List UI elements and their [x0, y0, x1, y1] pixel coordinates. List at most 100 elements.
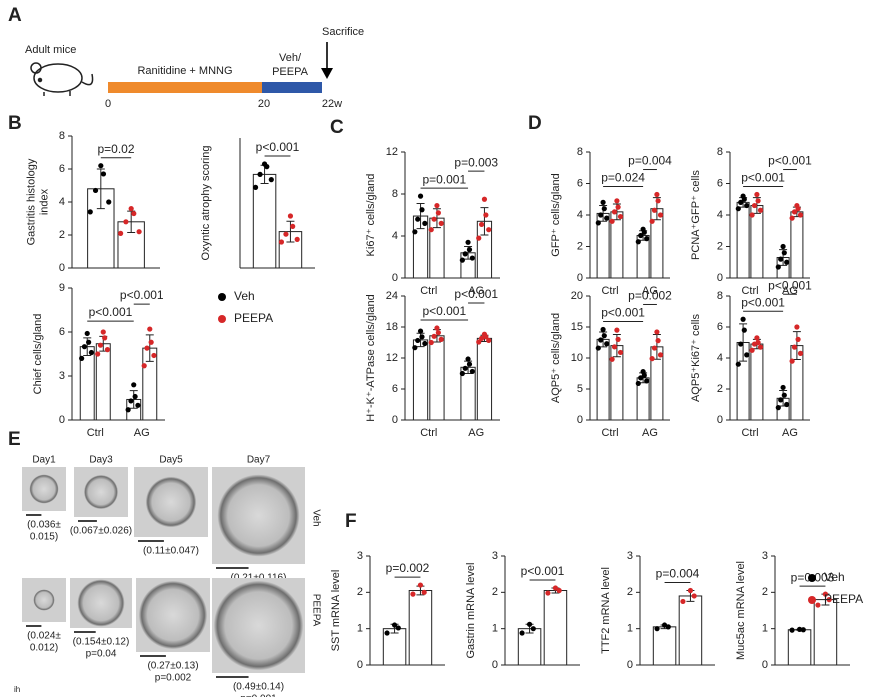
- data-point: [617, 349, 624, 356]
- bar: [787, 629, 812, 666]
- data-point: [638, 375, 644, 381]
- error-bar: [480, 207, 489, 236]
- y-axis-label: H⁺-K⁺-ATPase cells/gland: [365, 294, 377, 422]
- data-point: [278, 239, 285, 245]
- y-tick-label: 3: [357, 550, 363, 562]
- x-tick-label: AG: [468, 285, 484, 297]
- data-point: [486, 337, 492, 344]
- caption: (0.036±: [27, 520, 61, 531]
- data-point: [100, 329, 106, 335]
- data-point: [519, 630, 525, 636]
- y-tick-label: 2: [627, 586, 633, 598]
- data-point: [465, 239, 471, 245]
- p-value: p=0.024: [601, 171, 645, 185]
- y-axis-label: index: [38, 188, 50, 215]
- data-point: [655, 198, 661, 204]
- data-point: [438, 336, 444, 342]
- data-point: [465, 356, 471, 362]
- y-tick-label: 0: [762, 659, 768, 671]
- error-bar: [145, 334, 154, 362]
- panel-label: D: [528, 113, 542, 134]
- phase2-label: Veh/: [279, 52, 302, 64]
- y-tick-label: 4: [577, 209, 583, 221]
- y-tick-label: 9: [59, 282, 65, 294]
- data-point: [789, 215, 795, 221]
- data-point: [651, 345, 658, 351]
- bar: [750, 343, 764, 421]
- data-point: [466, 247, 473, 253]
- y-tick-label: 2: [717, 240, 723, 252]
- data-point: [655, 338, 661, 344]
- bar: [412, 339, 429, 421]
- data-point: [749, 212, 755, 218]
- y-tick-label: 12: [386, 352, 398, 364]
- data-point: [735, 361, 741, 367]
- caption: (0.024±: [27, 631, 61, 642]
- data-point: [264, 164, 270, 170]
- data-point: [744, 352, 750, 358]
- data-point: [422, 340, 428, 347]
- p-value: p=0.003: [454, 155, 498, 169]
- x-tick-label: Ctrl: [420, 427, 437, 439]
- day-label: Day3: [89, 455, 113, 466]
- y-axis-label: PCNA⁺GFP⁺ cells: [690, 170, 702, 260]
- mouse-icon: [30, 62, 94, 96]
- y-axis-label: AQP5⁺Ki67⁺ cells: [690, 313, 702, 402]
- data-point: [391, 622, 398, 628]
- data-point: [431, 333, 437, 339]
- data-point: [781, 392, 787, 398]
- y-tick-label: 8: [392, 188, 398, 200]
- data-point: [148, 339, 154, 345]
- data-point: [147, 326, 153, 332]
- data-point: [754, 191, 760, 198]
- y-tick-label: 0: [627, 659, 633, 671]
- caption: p=0.002: [155, 673, 192, 684]
- data-point: [128, 206, 134, 212]
- data-point: [462, 251, 468, 257]
- y-axis-label: Chief cells/gland: [32, 314, 44, 395]
- data-point: [749, 347, 755, 353]
- y-tick-label: 8: [59, 130, 65, 142]
- timeline-label: 22w: [322, 98, 342, 110]
- p-value: p<0.001: [89, 305, 133, 319]
- x-tick-label: AG: [642, 427, 658, 439]
- data-point: [92, 187, 99, 194]
- bar: [736, 201, 750, 279]
- legend-label: PEEPA: [824, 592, 863, 606]
- data-point: [417, 193, 424, 199]
- bar: [813, 599, 838, 666]
- bar: [543, 590, 568, 666]
- data-point: [789, 627, 795, 633]
- y-axis-label: SST mRNA level: [330, 570, 342, 652]
- data-point: [665, 624, 671, 630]
- data-point: [81, 344, 88, 350]
- data-point: [552, 585, 559, 591]
- p-value: p<0.001: [454, 287, 498, 301]
- x-tick-label: AG: [642, 285, 658, 297]
- data-point: [476, 235, 482, 241]
- data-point: [486, 227, 492, 233]
- y-tick-label: 3: [762, 550, 768, 562]
- timeline-label: 0: [105, 98, 111, 110]
- data-point: [136, 229, 142, 235]
- data-point: [435, 330, 441, 336]
- data-point: [545, 590, 551, 596]
- data-point: [410, 591, 416, 597]
- data-point: [466, 361, 473, 367]
- bar: [652, 626, 677, 666]
- y-tick-label: 8: [717, 146, 723, 158]
- data-point: [751, 341, 758, 347]
- data-point: [438, 220, 444, 226]
- y-tick-label: 0: [717, 272, 723, 284]
- data-point: [98, 163, 104, 169]
- y-tick-label: 6: [392, 383, 398, 395]
- data-point: [131, 210, 137, 217]
- timeline-label: 20: [258, 98, 270, 110]
- data-point: [435, 210, 441, 216]
- data-point: [611, 209, 618, 215]
- x-tick-label: Ctrl: [87, 427, 104, 439]
- day-label: Day1: [32, 455, 56, 466]
- caption: (0.49±0.14): [233, 682, 284, 693]
- y-tick-label: 3: [627, 550, 633, 562]
- phase2-label: PEEPA: [272, 66, 309, 78]
